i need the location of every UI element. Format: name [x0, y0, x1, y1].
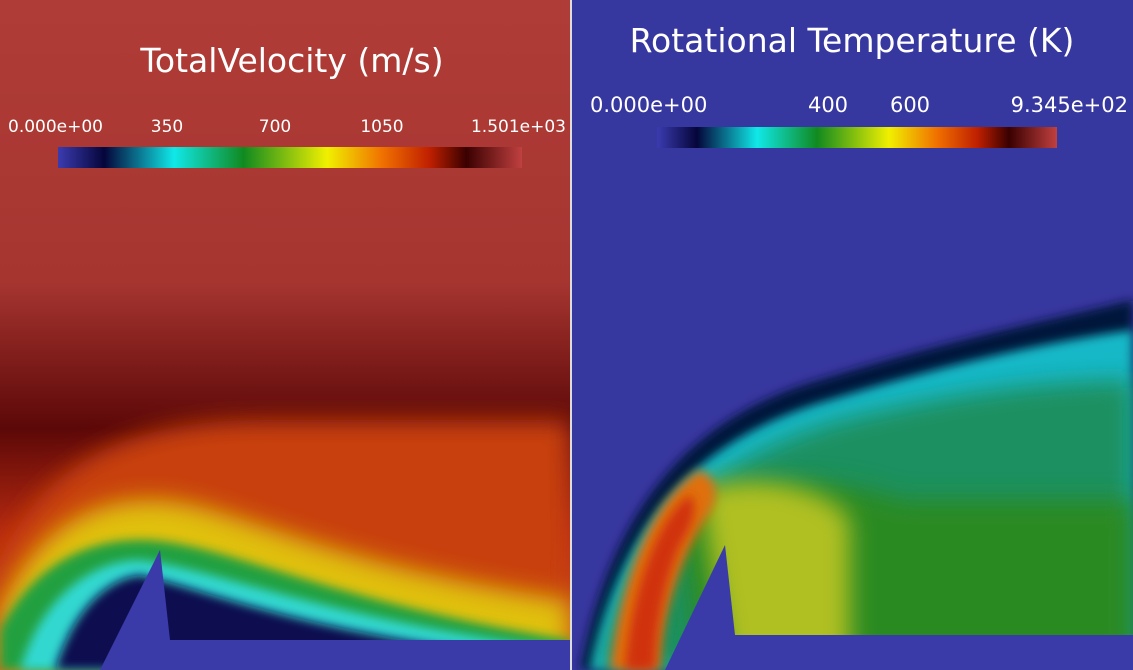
colorbar: [657, 127, 1057, 148]
colorbar-label: 1050: [360, 117, 403, 137]
colorbar-label: 700: [259, 117, 291, 137]
colorbar-label: 600: [890, 93, 930, 117]
colorbar-label: 0.000e+00: [8, 117, 103, 137]
panel-title: TotalVelocity (m/s): [139, 41, 443, 80]
colorbar-label: 0.000e+00: [590, 93, 707, 117]
colorbar-label: 400: [808, 93, 848, 117]
colorbar: [58, 147, 522, 168]
velocity-field: [0, 0, 570, 670]
page: TotalVelocity (m/s) 0.000e+00 350 700 10…: [0, 0, 1133, 670]
colorbar-label: 1.501e+03: [471, 117, 566, 137]
colorbar-label: 9.345e+02: [1011, 93, 1128, 117]
colorbar-label: 350: [151, 117, 183, 137]
panel-title: Rotational Temperature (K): [630, 21, 1075, 60]
